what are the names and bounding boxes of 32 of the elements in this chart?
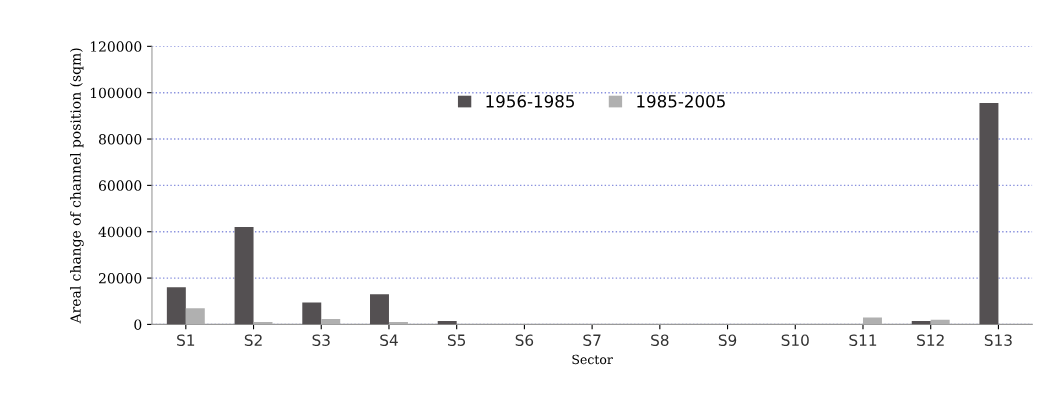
bar bbox=[234, 227, 254, 325]
x-tick-label: S7 bbox=[583, 334, 601, 346]
y-axis-title: Areal change of channel position (sqm) bbox=[70, 48, 84, 324]
y-tick-label: 80000 bbox=[98, 134, 142, 145]
x-tick-label: S13 bbox=[984, 334, 1012, 346]
x-tick-label: S10 bbox=[781, 334, 809, 346]
legend-label: 1985-2005 bbox=[637, 95, 725, 108]
y-tick-label: 0 bbox=[134, 319, 142, 330]
bar bbox=[370, 294, 389, 325]
x-tick-label: S2 bbox=[244, 334, 262, 346]
y-tick-label: 60000 bbox=[98, 180, 142, 191]
x-tick-label: S6 bbox=[515, 334, 534, 346]
x-tick-label: S3 bbox=[312, 334, 330, 346]
y-tick-label: 40000 bbox=[98, 226, 142, 238]
bar bbox=[862, 317, 882, 325]
legend-label: 1956-1985 bbox=[486, 95, 574, 108]
x-tick-label: S9 bbox=[718, 334, 737, 346]
x-tick-label: S11 bbox=[849, 334, 877, 346]
bar bbox=[166, 287, 186, 325]
bar bbox=[979, 103, 999, 325]
x-tick-label: S5 bbox=[447, 334, 466, 346]
x-tick-label: S12 bbox=[917, 334, 944, 346]
x-tick-label: S4 bbox=[380, 334, 398, 346]
y-tick-label: 120000 bbox=[90, 41, 142, 52]
bar bbox=[185, 308, 205, 325]
x-axis-title: Sector bbox=[572, 354, 613, 365]
bar bbox=[302, 302, 322, 325]
y-tick-label: 100000 bbox=[90, 87, 142, 99]
bar bbox=[321, 319, 341, 325]
x-tick-label: S8 bbox=[651, 334, 669, 346]
y-tick-label: 20000 bbox=[99, 273, 142, 284]
x-tick-label: S1 bbox=[177, 334, 195, 346]
